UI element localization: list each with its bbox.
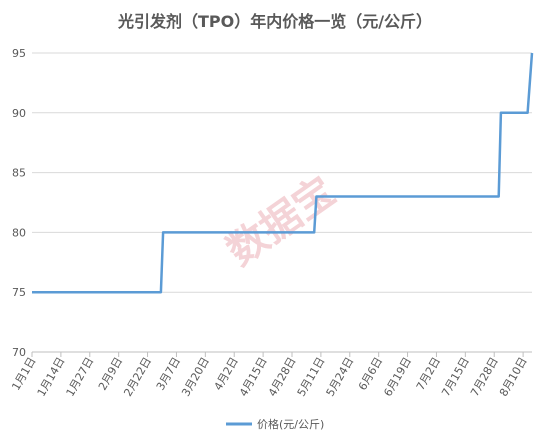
x-tick-label: 1月27日 bbox=[64, 355, 97, 399]
x-tick-label: 6月19日 bbox=[381, 355, 414, 399]
y-tick-label: 95 bbox=[12, 47, 26, 60]
series-line bbox=[32, 52, 534, 294]
x-tick-label: 4月2日 bbox=[212, 355, 241, 393]
y-tick-label: 90 bbox=[12, 107, 26, 120]
x-tick-label: 6月6日 bbox=[356, 355, 385, 393]
legend-label: 价格(元/公斤) bbox=[257, 417, 324, 431]
y-tick-label: 85 bbox=[12, 167, 26, 180]
y-tick-label: 80 bbox=[12, 226, 26, 239]
x-tick-label: 7月2日 bbox=[414, 355, 443, 393]
x-tick-label: 3月7日 bbox=[154, 355, 183, 393]
x-tick-label: 8月10日 bbox=[497, 355, 530, 399]
y-tick-label: 70 bbox=[12, 346, 26, 359]
x-tick-label: 2月9日 bbox=[96, 355, 125, 393]
x-tick-label: 2月22日 bbox=[121, 355, 154, 399]
x-tick-label: 5月24日 bbox=[324, 355, 357, 399]
chart-title: 光引发剂（TPO）年内价格一览（元/公斤） bbox=[117, 12, 433, 31]
watermark-text: 数据宝 bbox=[219, 168, 344, 275]
x-tick-label: 3月20日 bbox=[179, 355, 212, 399]
x-tick-label: 1月1日 bbox=[9, 355, 38, 393]
y-tick-label: 75 bbox=[12, 286, 26, 299]
